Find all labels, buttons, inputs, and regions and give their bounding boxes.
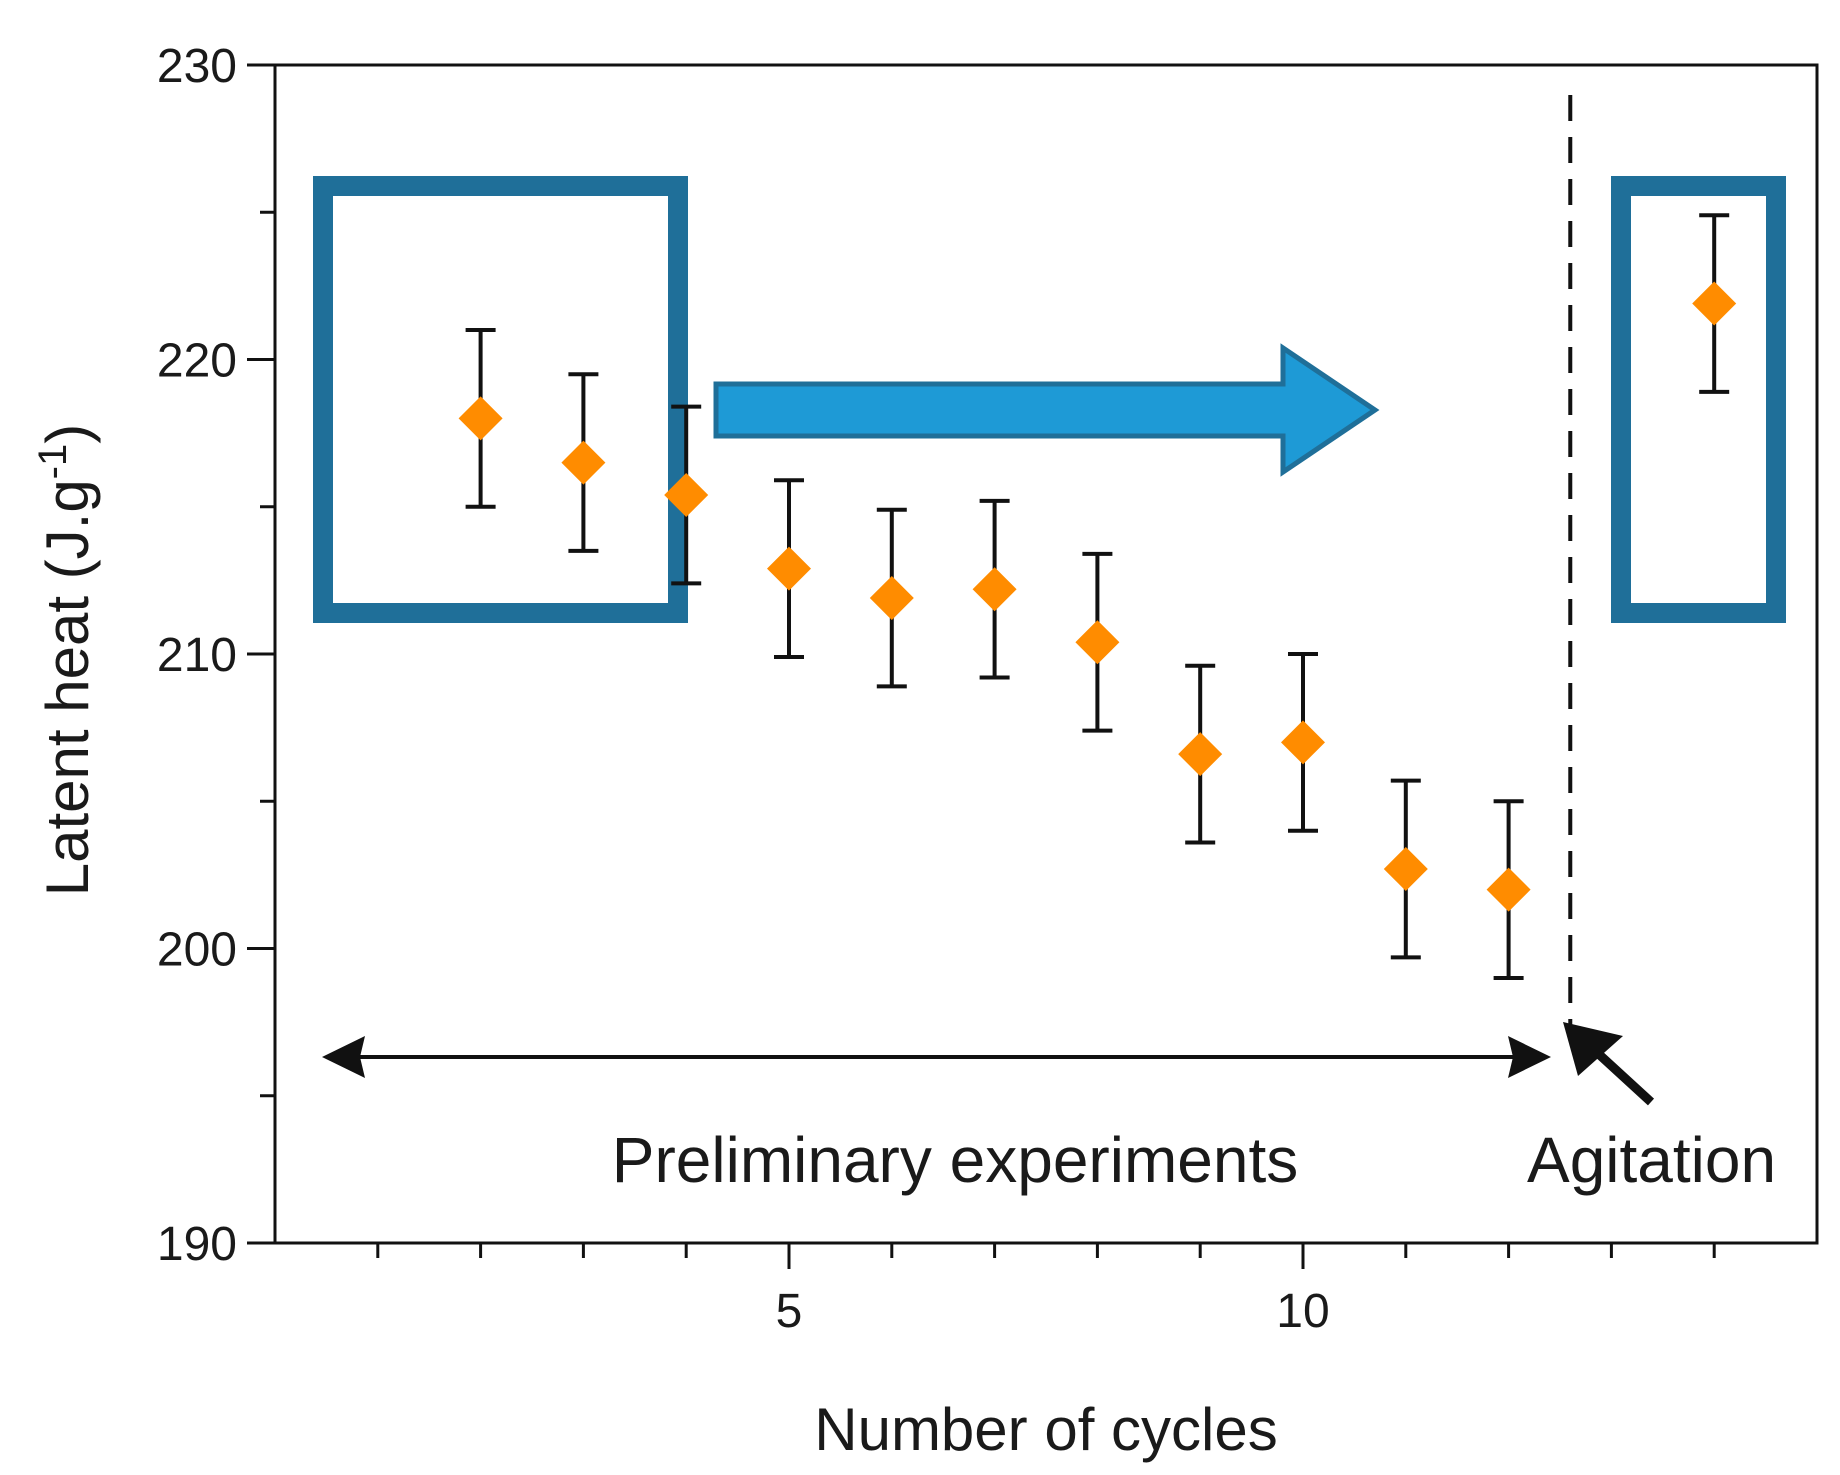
diamond-marker: [767, 546, 811, 591]
data-point: [458, 328, 503, 509]
x-axis: 5 10: [376, 1243, 1716, 1338]
data-point: [972, 498, 1017, 680]
diamond-marker: [458, 396, 503, 441]
diamond-marker: [972, 567, 1017, 612]
x-tick-label: 10: [1276, 1285, 1329, 1338]
highlight-box-agitation: [1611, 176, 1786, 623]
data-point: [561, 372, 606, 553]
y-tick-label: 190: [157, 1218, 237, 1271]
data-points: [458, 213, 1737, 980]
preliminary-range-arrowhead-right: [1508, 1036, 1551, 1078]
data-point: [1281, 652, 1325, 833]
diamond-marker: [664, 472, 709, 517]
agitation-pointer-arrowhead: [1563, 1022, 1623, 1076]
data-point: [869, 507, 914, 689]
x-tick-label: 5: [776, 1285, 803, 1338]
diamond-marker: [1178, 732, 1223, 777]
y-axis-label-main: Latent heat (J.g: [34, 479, 101, 896]
data-point: [1692, 213, 1737, 394]
data-point: [1075, 551, 1120, 733]
highlight-box-initial-cycles: [313, 176, 688, 623]
y-tick-label: 220: [157, 335, 237, 388]
y-axis: 190 200 210 220 230: [157, 40, 275, 1271]
preliminary-experiments-label: Preliminary experiments: [612, 1124, 1298, 1196]
y-tick-label: 230: [157, 40, 237, 93]
diamond-marker: [1383, 846, 1428, 891]
diamond-marker: [869, 576, 914, 621]
data-point: [1383, 778, 1428, 960]
diamond-marker: [561, 440, 606, 485]
y-axis-label-close: ): [34, 424, 101, 444]
data-point: [664, 404, 709, 586]
preliminary-range-arrowhead-left: [322, 1036, 365, 1078]
data-point: [767, 478, 811, 659]
agitation-label: Agitation: [1527, 1124, 1776, 1196]
diamond-marker: [1281, 720, 1325, 765]
x-axis-label: Number of cycles: [814, 1396, 1277, 1463]
y-axis-label: Latent heat (J.g-1): [31, 424, 101, 897]
big-blue-arrow: [713, 343, 1380, 477]
data-point: [1486, 799, 1531, 980]
diamond-marker: [1075, 620, 1120, 665]
diamond-marker: [1692, 281, 1737, 326]
y-tick-label: 210: [157, 629, 237, 682]
agitation-pointer-line: [1587, 1043, 1655, 1106]
y-axis-label-superscript: -1: [31, 444, 75, 480]
y-tick-label: 200: [157, 924, 237, 977]
diamond-marker: [1486, 867, 1531, 912]
data-point: [1178, 663, 1223, 845]
